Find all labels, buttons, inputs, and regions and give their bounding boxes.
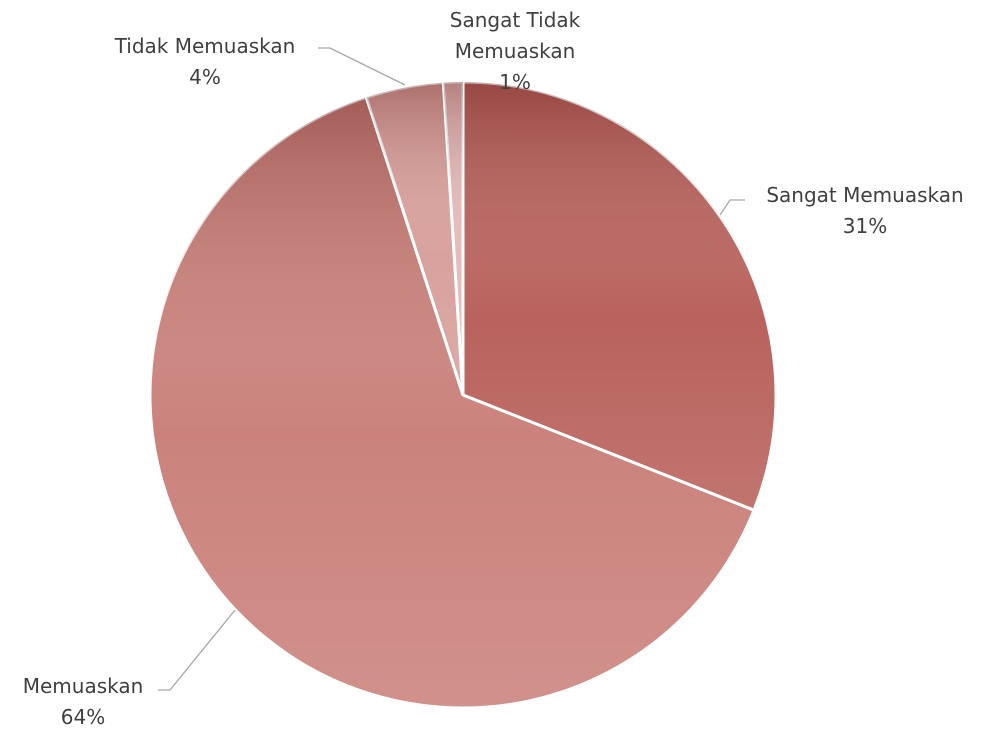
leader-line xyxy=(158,609,236,691)
label-name: Sangat Tidak Memuaskan xyxy=(449,8,581,63)
label-name: Sangat Memuaskan xyxy=(766,183,964,207)
data-label: Sangat Tidak Memuaskan 1% xyxy=(430,5,600,98)
data-label: Tidak Memuaskan 4% xyxy=(90,31,320,93)
label-value: 1% xyxy=(499,70,531,94)
label-value: 4% xyxy=(189,65,221,89)
data-label: Memuaskan 64% xyxy=(0,671,166,731)
leader-line xyxy=(318,47,406,86)
data-label: Sangat Memuaskan 31% xyxy=(745,180,985,242)
label-value: 31% xyxy=(842,214,888,238)
leader-line xyxy=(719,199,745,216)
label-name: Tidak Memuaskan xyxy=(114,34,296,58)
label-name: Memuaskan xyxy=(22,674,144,698)
label-value: 64% xyxy=(60,705,106,729)
